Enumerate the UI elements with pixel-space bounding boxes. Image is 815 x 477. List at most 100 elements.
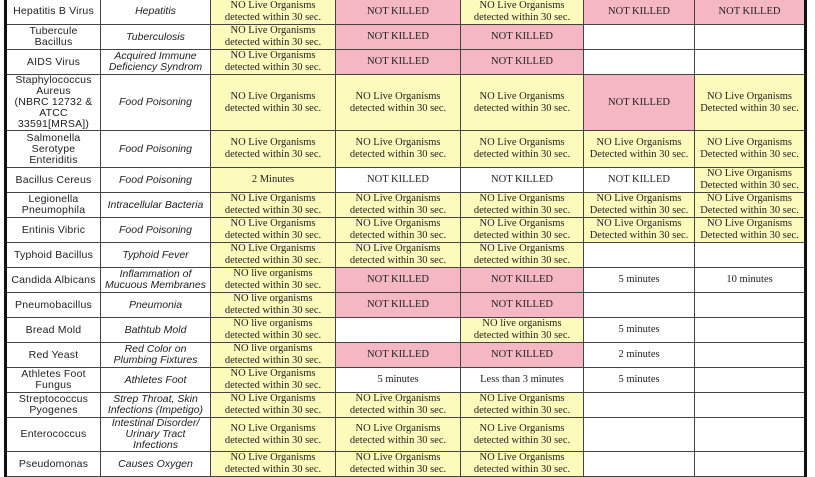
result-cell: NO Live Organisms Detected within 30 sec… [694, 192, 806, 218]
result-cell: NO Live Organisms detected within 30 sec… [460, 417, 584, 452]
result-cell: 10 minutes [694, 267, 806, 293]
result-cell: NO Live Organisms detected within 30 sec… [210, 392, 336, 418]
result-cell: 5 minutes [583, 267, 695, 293]
result-cell: NO Live Organisms detected within 30 sec… [460, 74, 584, 131]
table-row: Pseudomonas Causes Oxygen NO Live Organism… [5, 451, 806, 477]
result-cell: NO Live Organisms detected within 30 sec… [335, 192, 461, 218]
result-cell: NO Live Organisms Detected within 30 sec… [694, 167, 806, 193]
result-cell: NO Live Organisms detected within 30 sec… [210, 74, 336, 131]
organism-cell: AIDS Virus [5, 49, 101, 75]
result-cell [583, 451, 695, 477]
result-cell: NOT KILLED [335, 49, 461, 75]
result-cell: NOT KILLED [583, 167, 695, 193]
table-row: Typhoid Bacillus Typhoid Fever NO Live Org… [5, 242, 806, 268]
result-cell: NO Live Organisms detected within 30 sec… [460, 217, 584, 243]
result-cell: NO Live Organisms Detected within 30 sec… [694, 130, 806, 168]
result-cell [583, 49, 695, 75]
result-cell: NO Live Organisms detected within 30 sec… [210, 451, 336, 477]
result-cell: NOT KILLED [460, 167, 584, 193]
result-cell [694, 242, 806, 268]
disease-cell: Strep Throat, Skin Infections (Impetigo) [100, 392, 211, 418]
disease-cell: Intestinal Disorder/ Urinary Tract Infec… [100, 417, 211, 452]
result-cell: 5 minutes [583, 317, 695, 343]
result-cell: NO Live Organisms Detected within 30 sec… [583, 192, 695, 218]
result-cell [694, 292, 806, 318]
result-cell: NO Live Organisms Detected within 30 sec… [583, 130, 695, 168]
organism-cell: Bacillus Cereus [5, 167, 101, 193]
table-row: Staphylococcus Aureus (NBRC 12732 & ATCC… [5, 74, 806, 131]
disease-cell: Red Color on Plumbing Fixtures [100, 342, 211, 368]
result-cell: NOT KILLED [460, 24, 584, 50]
result-cell: NO Live Organisms detected within 30 sec… [210, 242, 336, 268]
table-row: Streptococcus Pyogenes Strep Throat, Skin… [5, 392, 806, 418]
result-cell: 2 Minutes [210, 167, 336, 193]
result-cell [694, 417, 806, 452]
result-cell: NO Live Organisms detected within 30 sec… [210, 24, 336, 50]
result-cell: NO Live Organisms detected within 30 sec… [335, 242, 461, 268]
result-cell [583, 292, 695, 318]
result-cell [694, 342, 806, 368]
table-row: Legionella Pneumophila Intracellular Bact… [5, 192, 806, 218]
disease-cell: Intracellular Bacteria [100, 192, 211, 218]
organism-cell: Pseudomonas [5, 451, 101, 477]
result-cell: NO Live Organisms detected within 30 sec… [460, 192, 584, 218]
result-cell [583, 24, 695, 50]
result-cell: NO Live Organisms detected within 30 sec… [335, 74, 461, 131]
result-cell: NO Live Organisms detected within 30 sec… [460, 0, 584, 25]
result-cell: NO Live Organisms detected within 30 sec… [335, 130, 461, 168]
result-cell: NOT KILLED [335, 167, 461, 193]
organism-cell: Tubercule Bacillus [5, 24, 101, 50]
result-cell: NOT KILLED [335, 267, 461, 293]
table-row: Bread Mold Bathtub Mold NO live organisms … [5, 317, 806, 343]
disease-cell: Food Poisoning [100, 130, 211, 168]
organism-cell: Salmonella Serotype Enteriditis [5, 130, 101, 168]
result-cell [694, 451, 806, 477]
disease-cell: Bathtub Mold [100, 317, 211, 343]
result-cell: NO live organisms detected within 30 sec… [460, 317, 584, 343]
result-cell: NO Live Organisms Detected within 30 sec… [694, 74, 806, 131]
organism-cell: Entinis Vibric [5, 217, 101, 243]
result-cell: NO Live Organisms detected within 30 sec… [335, 451, 461, 477]
result-cell: NO Live Organisms detected within 30 sec… [335, 392, 461, 418]
result-cell: NO live organisms detected within 30 sec… [210, 317, 336, 343]
result-cell: NO Live Organisms detected within 30 sec… [460, 451, 584, 477]
result-cell: NOT KILLED [583, 0, 695, 25]
disease-cell: Typhoid Fever [100, 242, 211, 268]
result-cell: NOT KILLED [335, 24, 461, 50]
organism-cell: Pneumobacillus [5, 292, 101, 318]
organism-cell: Candida Albicans [5, 267, 101, 293]
disease-cell: Food Poisoning [100, 217, 211, 243]
result-cell: NOT KILLED [335, 342, 461, 368]
organism-cell: Athletes Foot Fungus [5, 367, 101, 393]
result-cell [694, 317, 806, 343]
table-row: AIDS Virus Acquired Immune Deficiency Syn… [5, 49, 806, 75]
result-cell: NO live organisms detected within 30 sec… [210, 267, 336, 293]
disease-cell: Food Poisoning [100, 74, 211, 131]
result-cell: NO Live Organisms detected within 30 sec… [460, 392, 584, 418]
result-cell: NO live organisms detected within 30 sec… [210, 292, 336, 318]
result-cell [694, 24, 806, 50]
table-row: Bacillus Cereus Food Poisoning 2 Minutes NO… [5, 167, 806, 193]
result-cell: NO Live Organisms detected within 30 sec… [460, 130, 584, 168]
organism-cell: Red Yeast [5, 342, 101, 368]
disease-cell: Inflammation of Mucuous Membranes [100, 267, 211, 293]
table-row: Candida Albicans Inflammation of Mucuous … [5, 267, 806, 293]
result-cell: NO Live Organisms detected within 30 sec… [210, 130, 336, 168]
table-row: Hepatitis B Virus Hepatitis NO Live Organi… [5, 0, 806, 25]
result-cell: NO Live Organisms detected within 30 sec… [210, 417, 336, 452]
result-cell [694, 49, 806, 75]
organism-kill-test-table: Hepatitis B Virus Hepatitis NO Live Organi… [4, 0, 807, 477]
result-cell: NO Live Organisms detected within 30 sec… [335, 217, 461, 243]
result-cell: NOT KILLED [460, 342, 584, 368]
result-cell: NOT KILLED [460, 267, 584, 293]
result-cell: NO Live Organisms detected within 30 sec… [210, 192, 336, 218]
disease-cell: Hepatitis [100, 0, 211, 25]
result-cell: 5 minutes [583, 367, 695, 393]
result-cell: Less than 3 minutes [460, 367, 584, 393]
result-cell: NO Live Organisms detected within 30 sec… [210, 49, 336, 75]
disease-cell: Tuberculosis [100, 24, 211, 50]
disease-cell: Causes Oxygen [100, 451, 211, 477]
result-cell: NO Live Organisms detected within 30 sec… [335, 417, 461, 452]
disease-cell: Food Poisoning [100, 167, 211, 193]
result-cell: NO Live Organisms detected within 30 sec… [210, 217, 336, 243]
